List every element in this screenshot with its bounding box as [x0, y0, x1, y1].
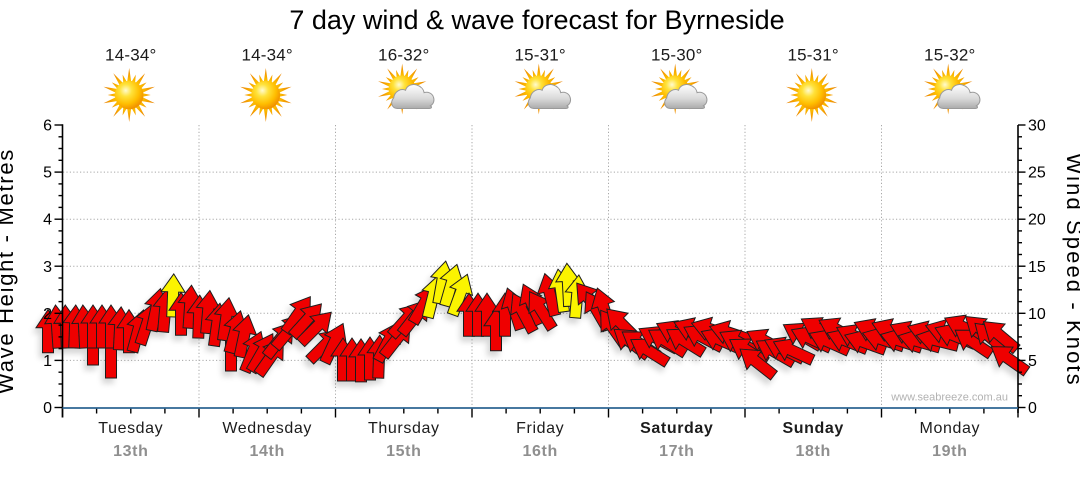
svg-text:7 day wind & wave forecast for: 7 day wind & wave forecast for Byrneside	[289, 5, 784, 35]
svg-text:0: 0	[43, 400, 52, 417]
svg-text:18th: 18th	[796, 443, 831, 460]
svg-text:www.seabreeze.com.au: www.seabreeze.com.au	[890, 392, 1008, 404]
svg-text:15: 15	[1028, 259, 1046, 276]
svg-text:14-34°: 14-34°	[105, 46, 156, 65]
svg-text:Wednesday: Wednesday	[222, 420, 312, 437]
svg-text:Monday: Monday	[920, 420, 981, 437]
svg-text:Saturday: Saturday	[640, 420, 713, 437]
svg-text:25: 25	[1028, 165, 1046, 182]
svg-text:17th: 17th	[659, 443, 694, 460]
svg-text:15-32°: 15-32°	[924, 46, 975, 65]
svg-text:Wave Height - Metres: Wave Height - Metres	[0, 148, 18, 394]
svg-text:15th: 15th	[386, 443, 421, 460]
svg-text:13th: 13th	[113, 443, 148, 460]
svg-text:14th: 14th	[250, 443, 285, 460]
svg-text:4: 4	[43, 212, 52, 229]
svg-text:14-34°: 14-34°	[241, 46, 292, 65]
svg-text:1: 1	[43, 353, 52, 370]
svg-text:Friday: Friday	[516, 420, 564, 437]
svg-text:5: 5	[43, 165, 52, 182]
svg-text:20: 20	[1028, 212, 1046, 229]
svg-text:15-31°: 15-31°	[787, 46, 838, 65]
svg-text:2: 2	[43, 306, 52, 323]
svg-text:30: 30	[1028, 118, 1046, 135]
svg-text:16th: 16th	[523, 443, 558, 460]
svg-text:16-32°: 16-32°	[378, 46, 429, 65]
svg-text:0: 0	[1028, 400, 1037, 417]
svg-text:3: 3	[43, 259, 52, 276]
svg-text:6: 6	[43, 118, 52, 135]
svg-text:Tuesday: Tuesday	[98, 420, 163, 437]
svg-text:Thursday: Thursday	[368, 420, 440, 437]
svg-text:19th: 19th	[932, 443, 967, 460]
svg-text:15-31°: 15-31°	[514, 46, 565, 65]
svg-text:15-30°: 15-30°	[651, 46, 702, 65]
svg-text:Sunday: Sunday	[783, 420, 844, 437]
svg-text:5: 5	[1028, 353, 1037, 370]
svg-text:Wind Speed - Knots: Wind Speed - Knots	[1062, 153, 1080, 386]
svg-text:10: 10	[1028, 306, 1046, 323]
